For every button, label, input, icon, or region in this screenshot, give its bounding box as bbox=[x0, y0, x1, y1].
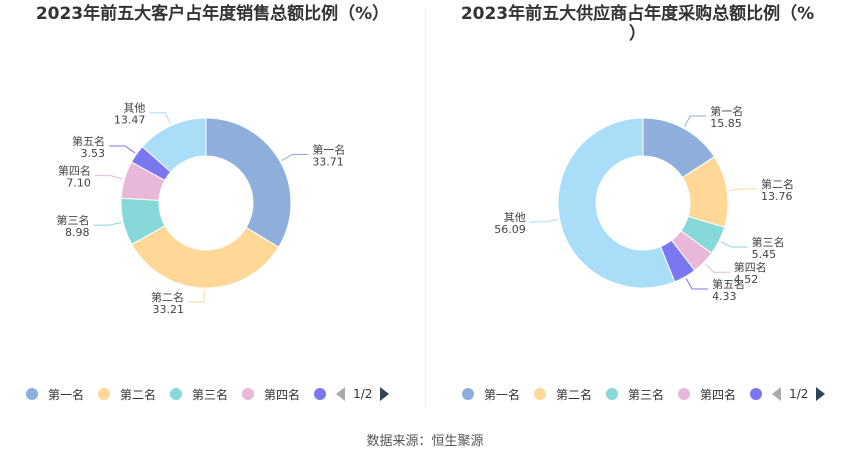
legend-marker bbox=[750, 388, 763, 400]
legend-label: 第三名 bbox=[192, 387, 229, 402]
slice-value-label: 7.10 bbox=[66, 177, 91, 190]
slice-name-label: 第三名 bbox=[752, 235, 785, 249]
legend-label: 第四名 bbox=[700, 387, 737, 402]
legend-label: 第二名 bbox=[120, 387, 157, 402]
leader-line bbox=[149, 112, 171, 124]
chart-title: 2023年前五大供应商占年度采购总额比例（% ） bbox=[460, 4, 815, 44]
leader-line bbox=[684, 115, 707, 127]
legend-label: 第四名 bbox=[264, 387, 301, 402]
slice-name-label: 第一名 bbox=[710, 104, 743, 118]
chart-title: 2023年前五大客户占年度销售总额比例（%） bbox=[35, 4, 390, 24]
donut-slice[interactable] bbox=[141, 117, 207, 173]
donut-slice[interactable] bbox=[205, 117, 292, 248]
prev-page-icon[interactable] bbox=[336, 387, 346, 401]
donut-slice[interactable] bbox=[557, 117, 676, 289]
legend-label: 第三名 bbox=[628, 387, 665, 402]
legend-marker bbox=[170, 388, 183, 400]
slice-value-label: 8.98 bbox=[65, 226, 90, 239]
donut-slice[interactable] bbox=[131, 225, 280, 289]
chart-legend: 第一名 第二名 第三名 第四名 1/2 bbox=[26, 384, 390, 404]
leader-line bbox=[188, 289, 205, 303]
legend-item[interactable]: 第二名 bbox=[534, 386, 592, 403]
slice-name-label: 第五名 bbox=[72, 134, 105, 148]
slice-name-label: 第一名 bbox=[312, 143, 345, 157]
legend-marker bbox=[98, 388, 111, 400]
prev-page-icon[interactable] bbox=[772, 387, 782, 401]
slice-value-label: 5.45 bbox=[752, 248, 777, 261]
legend-marker bbox=[26, 388, 38, 400]
slice-name-label: 其他 bbox=[504, 211, 526, 224]
data-source-footer: 数据来源：恒生聚源 bbox=[366, 434, 484, 449]
leader-line bbox=[720, 241, 748, 248]
legend-label: 第一名 bbox=[48, 387, 85, 402]
legend-item[interactable]: 第二名 bbox=[98, 386, 156, 403]
slice-value-label: 4.33 bbox=[712, 290, 737, 303]
slice-value-label: 15.85 bbox=[710, 117, 742, 130]
legend-item[interactable] bbox=[314, 388, 327, 400]
legend-pager: 1/2 bbox=[332, 387, 390, 401]
slice-value-label: 13.47 bbox=[114, 114, 146, 127]
next-page-icon[interactable] bbox=[380, 387, 390, 401]
leader-line bbox=[529, 219, 558, 223]
leader-line bbox=[685, 278, 709, 290]
slice-value-label: 3.53 bbox=[81, 147, 106, 160]
leader-line bbox=[704, 263, 730, 273]
legend-marker bbox=[678, 388, 691, 400]
panel-divider bbox=[425, 8, 426, 408]
legend-item[interactable]: 第四名 bbox=[242, 386, 300, 403]
legend-item[interactable]: 第三名 bbox=[170, 386, 228, 403]
legend-marker bbox=[534, 388, 547, 400]
legend-item[interactable]: 第三名 bbox=[606, 386, 664, 403]
leader-line bbox=[729, 188, 757, 192]
legend-marker bbox=[462, 388, 474, 400]
slice-value-label: 33.71 bbox=[312, 156, 344, 169]
slice-name-label: 第四名 bbox=[734, 260, 767, 274]
leader-line bbox=[281, 154, 309, 161]
supplier-purchase-chart-panel: 2023年前五大供应商占年度采购总额比例（% ） 第一名 15.85 第二名 13.7… bbox=[425, 0, 850, 410]
legend-label: 第二名 bbox=[556, 387, 593, 402]
legend-item[interactable] bbox=[750, 388, 763, 400]
legend-item[interactable]: 第一名 bbox=[462, 386, 520, 403]
page-indicator: 1/2 bbox=[789, 387, 809, 401]
page-indicator: 1/2 bbox=[353, 387, 373, 401]
slice-name-label: 第五名 bbox=[712, 277, 745, 291]
slice-name-label: 第三名 bbox=[57, 213, 90, 227]
customer-sales-chart-panel: 2023年前五大客户占年度销售总额比例（%） 第一名 33.71 第二名 33.21 第… bbox=[0, 0, 425, 410]
leader-line bbox=[94, 175, 123, 180]
slice-value-label: 33.21 bbox=[153, 303, 185, 316]
slice-value-label: 56.09 bbox=[494, 223, 526, 236]
legend-pager: 1/2 bbox=[768, 387, 826, 401]
legend-marker bbox=[242, 388, 255, 400]
chart-legend: 第一名 第二名 第三名 第四名 1/2 bbox=[462, 384, 826, 404]
legend-item[interactable]: 第一名 bbox=[26, 386, 84, 403]
slice-value-label: 4.52 bbox=[734, 273, 759, 286]
next-page-icon[interactable] bbox=[816, 387, 826, 401]
legend-marker bbox=[314, 388, 327, 400]
leader-line bbox=[93, 221, 122, 226]
slice-name-label: 其他 bbox=[123, 102, 145, 115]
legend-item[interactable]: 第四名 bbox=[678, 386, 736, 403]
legend-label: 第一名 bbox=[484, 387, 521, 402]
leader-line bbox=[109, 145, 136, 154]
slice-value-label: 13.76 bbox=[761, 190, 793, 203]
slice-name-label: 第四名 bbox=[58, 164, 91, 178]
slice-name-label: 第二名 bbox=[151, 290, 184, 304]
legend-marker bbox=[606, 388, 619, 400]
slice-name-label: 第二名 bbox=[761, 177, 794, 191]
